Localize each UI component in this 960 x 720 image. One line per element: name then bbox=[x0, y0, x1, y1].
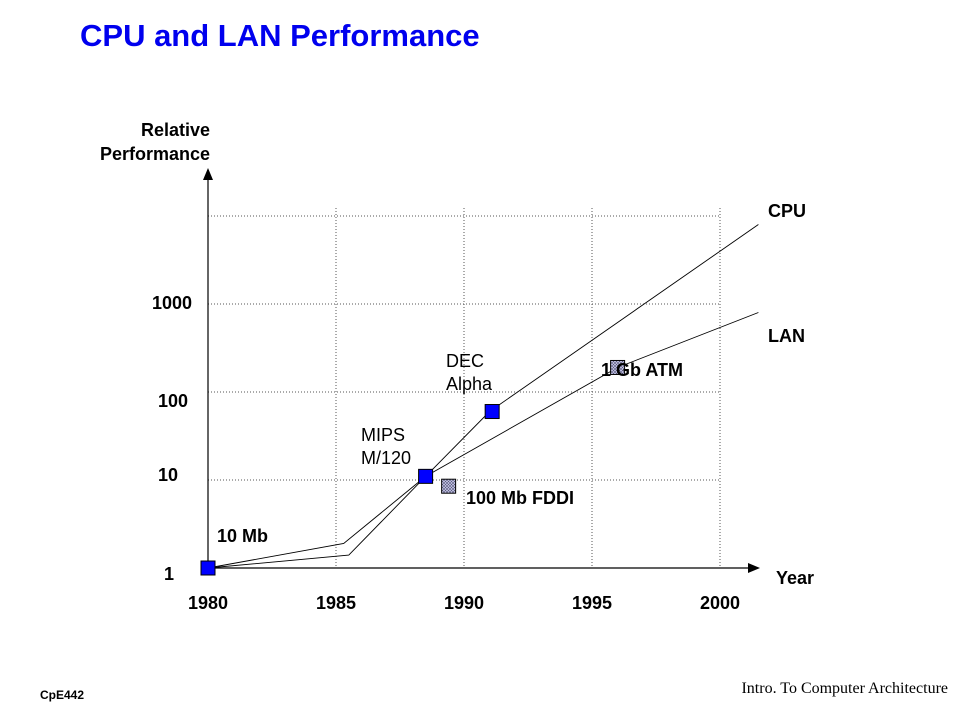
axes: 1980 1985 1990 1995 2000 1 10 100 1000 Relative Pe… bbox=[100, 120, 814, 613]
x-axis-label: Year bbox=[776, 568, 814, 588]
annotation-label: MIPS bbox=[361, 425, 405, 445]
data-marker bbox=[200, 560, 216, 576]
annotation-label: 10 Mb bbox=[217, 526, 268, 546]
x-tick-label: 1995 bbox=[572, 593, 612, 613]
annotation-label: M/120 bbox=[361, 448, 411, 468]
y-tick-label: 100 bbox=[158, 391, 188, 411]
slide-title: CPU and LAN Performance bbox=[80, 18, 480, 53]
series-line-cpu bbox=[207, 224, 759, 569]
x-tick-label: 1990 bbox=[444, 593, 484, 613]
y-axis-label: Relative bbox=[141, 120, 210, 140]
annotation-label: Alpha bbox=[446, 374, 493, 394]
annotation-label: DEC bbox=[446, 351, 484, 371]
y-tick-label: 1 bbox=[164, 564, 174, 584]
series-lines bbox=[207, 224, 759, 569]
grid bbox=[208, 208, 721, 568]
data-marker-hatched bbox=[441, 478, 457, 494]
data-marker-hatched bbox=[610, 359, 626, 375]
data-marker bbox=[418, 468, 434, 484]
annotation-label: 100 Mb FDDI bbox=[466, 488, 574, 508]
data-marker bbox=[484, 404, 500, 420]
annotation-label: 1 Gb ATM bbox=[601, 360, 683, 380]
x-tick-label: 2000 bbox=[700, 593, 740, 613]
y-axis-label: Performance bbox=[100, 144, 210, 164]
x-tick-label: 1980 bbox=[188, 593, 228, 613]
annotation-label: CPU bbox=[768, 201, 806, 221]
x-axis-arrow bbox=[748, 563, 760, 573]
x-tick-label: 1985 bbox=[316, 593, 356, 613]
markers bbox=[200, 359, 626, 576]
course-code: CpE442 bbox=[40, 688, 85, 702]
annotation-label: LAN bbox=[768, 326, 805, 346]
labels: 10 Mb MIPS M/120 DEC Alpha 100 Mb FDDI 1 Gb AT… bbox=[217, 201, 806, 546]
y-axis-arrow bbox=[203, 168, 213, 180]
course-title: Intro. To Computer Architecture bbox=[741, 680, 948, 697]
y-tick-label: 10 bbox=[158, 465, 178, 485]
y-tick-label: 1000 bbox=[152, 293, 192, 313]
